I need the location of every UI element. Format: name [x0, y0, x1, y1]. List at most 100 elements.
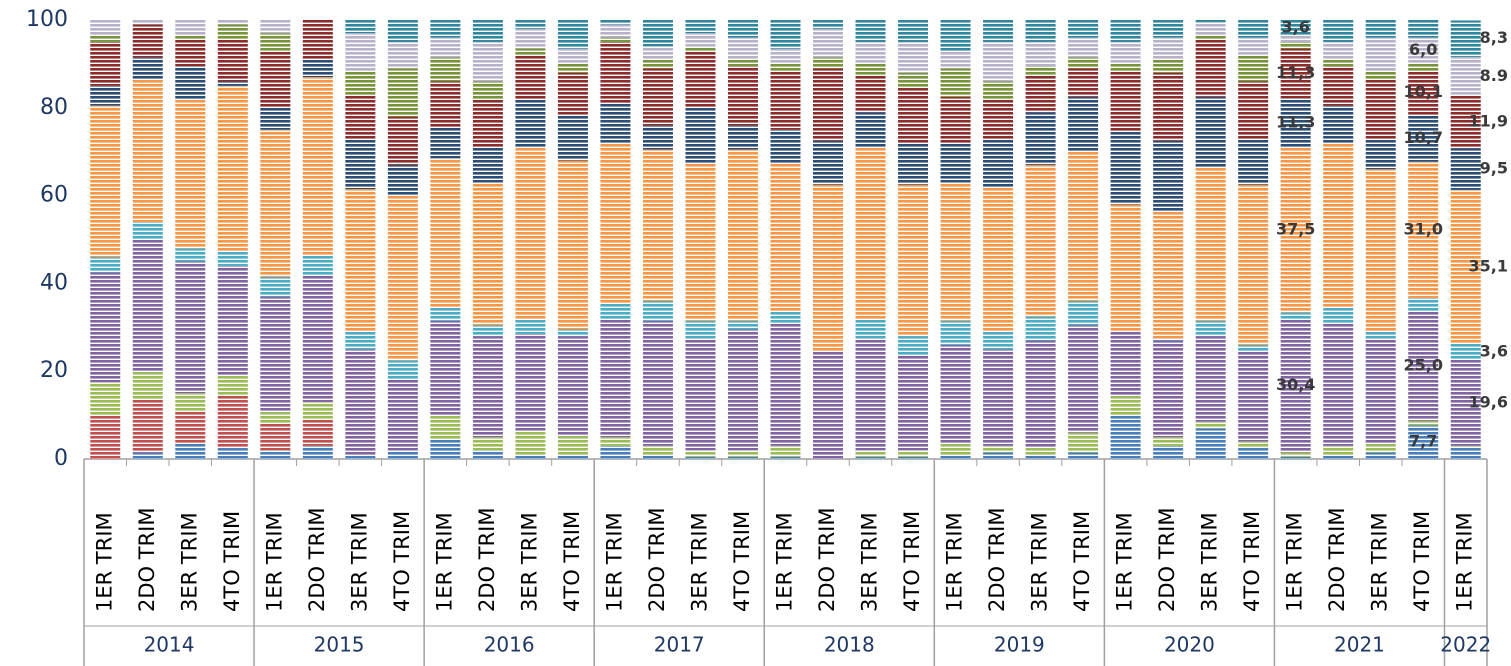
bar-segment: [642, 445, 673, 455]
bar-segment: [727, 20, 758, 38]
bar-segment: [1280, 456, 1311, 459]
bar-segment: [1280, 48, 1311, 99]
bar-segment: [600, 437, 631, 446]
bar-segment: [1068, 432, 1099, 453]
bar-segment: [132, 24, 163, 58]
bar-segment: [813, 351, 844, 459]
data-label: 11,3: [1276, 63, 1315, 82]
bar-segment: [1238, 138, 1269, 185]
bar-segment: [855, 450, 886, 457]
bar-segment: [855, 147, 886, 319]
bar-segment: [90, 415, 121, 459]
bar-segment: [1450, 148, 1481, 190]
bar-segment: [727, 149, 758, 321]
data-label: 25,0: [1403, 355, 1442, 374]
bar-segment: [1153, 340, 1184, 438]
bar-segment: [1195, 167, 1226, 321]
bar-segment: [1153, 72, 1184, 141]
bar-segment: [1408, 20, 1439, 38]
bar-segment: [770, 63, 801, 71]
bar-segment: [983, 81, 1014, 100]
bar-segment: [1365, 138, 1396, 170]
bar-segment: [1280, 35, 1311, 42]
bar-segment: [430, 127, 461, 159]
x-tick-label: 2DO TRIM: [1155, 508, 1179, 612]
bar-segment: [132, 221, 163, 240]
bar-segment: [430, 320, 461, 416]
bar-segment: [1238, 441, 1269, 449]
bar-segment: [1450, 56, 1481, 96]
bar-segment: [345, 349, 376, 455]
x-tick-label: 3ER TRIM: [1368, 512, 1392, 612]
bar-segment: [642, 59, 673, 69]
bar-segment: [855, 74, 886, 113]
data-label: 11,3: [1276, 112, 1315, 131]
bar-segment: [1365, 70, 1396, 80]
bar-segment: [685, 46, 716, 51]
bar-segment: [642, 20, 673, 47]
bar-segment: [90, 85, 121, 106]
bar-segment: [217, 250, 248, 266]
bar-segment: [600, 445, 631, 459]
bar-segment: [642, 300, 673, 321]
bar-segment: [217, 39, 248, 82]
bar-segment: [1280, 312, 1311, 319]
bar-segment: [770, 20, 801, 49]
bar-segment: [983, 445, 1014, 453]
bar-segment: [1238, 20, 1269, 38]
bar-segment: [1238, 351, 1269, 442]
bar-segment: [90, 35, 121, 42]
bar-segment: [132, 57, 163, 80]
x-tick-label: 1ER TRIM: [773, 512, 797, 612]
y-tick-label: 100: [26, 7, 68, 32]
bar-segment: [90, 105, 121, 258]
bar-segment: [472, 20, 503, 42]
x-tick-label: 2DO TRIM: [135, 508, 159, 612]
bar-segment: [1195, 421, 1226, 429]
bar-segment: [983, 138, 1014, 187]
bar-segment: [1450, 189, 1481, 344]
data-label: 6,0: [1409, 40, 1437, 59]
data-label: 3,6: [1480, 341, 1508, 360]
bar-segment: [1068, 68, 1099, 97]
bar-segment: [557, 20, 588, 49]
bar-segment: [557, 336, 588, 435]
bar-segment: [855, 338, 886, 451]
bar-segment: [387, 116, 418, 165]
x-tick-label: 1ER TRIM: [602, 512, 626, 612]
bar-segment: [1238, 184, 1269, 345]
bar-segment: [515, 28, 546, 49]
bar-segment: [557, 72, 588, 115]
bar-segment: [898, 336, 929, 356]
bar-segment: [387, 360, 418, 380]
bar-segment: [175, 393, 206, 411]
bar-segment: [302, 254, 333, 275]
bar-segment: [345, 331, 376, 350]
bar-segment: [515, 55, 546, 100]
bar-segment: [1025, 20, 1056, 42]
bar-segment: [302, 20, 333, 60]
bar-segment: [940, 142, 971, 183]
bar-segment: [175, 20, 206, 36]
bar-segment: [940, 182, 971, 321]
bar-segment: [1068, 151, 1099, 301]
bar-segment: [1068, 37, 1099, 58]
bar-segment: [1110, 41, 1141, 64]
bar-segment: [1068, 300, 1099, 326]
data-label: 35,1: [1469, 256, 1508, 275]
bar-segment: [260, 129, 291, 277]
bar-segment: [642, 125, 673, 150]
bar-segment: [90, 272, 121, 383]
bar-segment: [90, 382, 121, 416]
bar-segment: [345, 20, 376, 34]
bar-segment: [175, 261, 206, 394]
x-tick-label: 3ER TRIM: [517, 512, 541, 612]
bar-segment: [685, 320, 716, 339]
bar-segment: [302, 59, 333, 78]
bar-segment: [685, 456, 716, 459]
x-tick-label: 2DO TRIM: [1325, 508, 1349, 612]
bar-segment: [770, 48, 801, 64]
bar-segment: [1450, 359, 1481, 446]
bar-segment: [557, 48, 588, 64]
x-tick-label: 4TO TRIM: [1240, 511, 1264, 612]
